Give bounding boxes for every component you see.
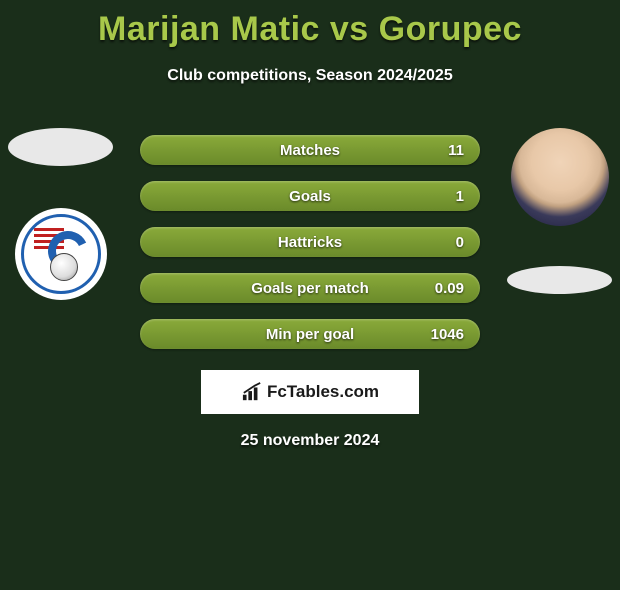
right-club-badge-placeholder — [507, 266, 612, 294]
stat-value: 0.09 — [435, 280, 464, 297]
brand-box[interactable]: FcTables.com — [201, 370, 419, 414]
stat-row-goals-per-match: Goals per match 0.09 — [140, 273, 480, 303]
stat-label: Goals — [289, 188, 331, 205]
stat-value: 1 — [456, 188, 464, 205]
right-player-column — [507, 128, 612, 294]
stats-list: Matches 11 Goals 1 Hattricks 0 Goals per… — [140, 135, 480, 365]
stat-row-matches: Matches 11 — [140, 135, 480, 165]
stat-value: 11 — [448, 142, 464, 159]
badge-ball-icon — [50, 253, 78, 281]
stat-row-hattricks: Hattricks 0 — [140, 227, 480, 257]
footer: FcTables.com 25 november 2024 — [140, 362, 480, 450]
stat-label: Min per goal — [266, 326, 354, 343]
stat-label: Hattricks — [278, 234, 342, 251]
brand-text: FcTables.com — [267, 382, 379, 402]
left-avatar-placeholder — [8, 128, 113, 166]
club-badge-hnk-cibalia — [21, 214, 101, 294]
left-player-column — [8, 128, 113, 300]
stat-row-goals: Goals 1 — [140, 181, 480, 211]
right-player-avatar — [511, 128, 609, 226]
stat-value: 0 — [456, 234, 464, 251]
bar-chart-icon — [241, 382, 263, 402]
page-title: Marijan Matic vs Gorupec — [0, 10, 620, 49]
date-text: 25 november 2024 — [140, 432, 480, 450]
subtitle: Club competitions, Season 2024/2025 — [0, 67, 620, 85]
left-club-badge — [15, 208, 107, 300]
stat-label: Goals per match — [251, 280, 369, 297]
stat-value: 1046 — [431, 326, 464, 343]
stat-row-min-per-goal: Min per goal 1046 — [140, 319, 480, 349]
stat-label: Matches — [280, 142, 340, 159]
